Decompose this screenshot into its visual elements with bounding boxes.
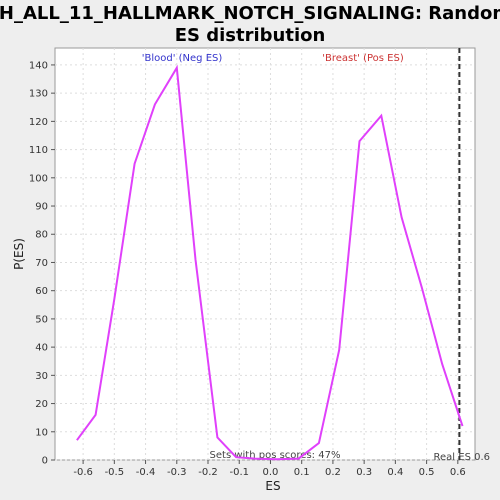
y-tick-label: 20 — [35, 399, 48, 410]
x-tick-label: -0.1 — [229, 467, 249, 478]
grid-lines — [55, 48, 475, 461]
x-tick-label: 0.5 — [419, 467, 435, 478]
y-tick-label: 50 — [35, 314, 48, 325]
pos-scores-label: Sets with pos scores: 47% — [210, 450, 341, 461]
x-tick-label: -0.4 — [136, 467, 156, 478]
neg-es-label: 'Blood' (Neg ES) — [142, 53, 223, 64]
y-tick-label: 80 — [35, 230, 48, 241]
x-tick-label: 0.6 — [450, 467, 466, 478]
y-tick-label: 30 — [35, 371, 48, 382]
x-tick-label: -0.3 — [167, 467, 187, 478]
x-axis-ticks: -0.6 -0.5 -0.4 -0.3 -0.2 -0.1 0.0 0.1 0.2 0.3 0.4 0… — [73, 460, 466, 478]
y-tick-label: 120 — [29, 117, 48, 128]
y-axis-ticks: 0 10 20 30 40 50 60 70 80 90 100 110 120 130 140 — [29, 60, 55, 467]
x-tick-label: 0.1 — [294, 467, 310, 478]
y-tick-label: 130 — [29, 89, 48, 100]
y-tick-label: 60 — [35, 286, 48, 297]
pos-es-label: 'Breast' (Pos ES) — [322, 53, 404, 64]
y-tick-label: 100 — [29, 173, 48, 184]
chart-title-line2: ES distribution — [175, 25, 326, 46]
x-tick-label: -0.5 — [105, 467, 125, 478]
x-tick-label: 0.3 — [356, 467, 372, 478]
y-tick-label: 140 — [29, 60, 48, 71]
real-es-label: Real ES 0.6 — [434, 452, 490, 463]
plot-area — [54, 47, 476, 461]
x-axis-label: ES — [265, 479, 280, 493]
es-distribution-series-line — [76, 64, 464, 461]
x-tick-label: 0.4 — [387, 467, 403, 478]
x-tick-label: -0.2 — [198, 467, 218, 478]
x-tick-label: -0.6 — [73, 467, 93, 478]
y-tick-label: 10 — [35, 427, 48, 438]
chart-title-line1: H_ALL_11_HALLMARK_NOTCH_SIGNALING: Rando… — [0, 3, 500, 24]
x-tick-label: 0.2 — [325, 467, 341, 478]
y-tick-label: 70 — [35, 258, 48, 269]
y-axis-label: P(ES) — [12, 238, 26, 270]
y-tick-label: 90 — [35, 202, 48, 213]
y-tick-label: 40 — [35, 343, 48, 354]
y-tick-label: 110 — [29, 145, 48, 156]
x-tick-label: 0.0 — [263, 467, 279, 478]
y-tick-label: 0 — [42, 456, 48, 467]
